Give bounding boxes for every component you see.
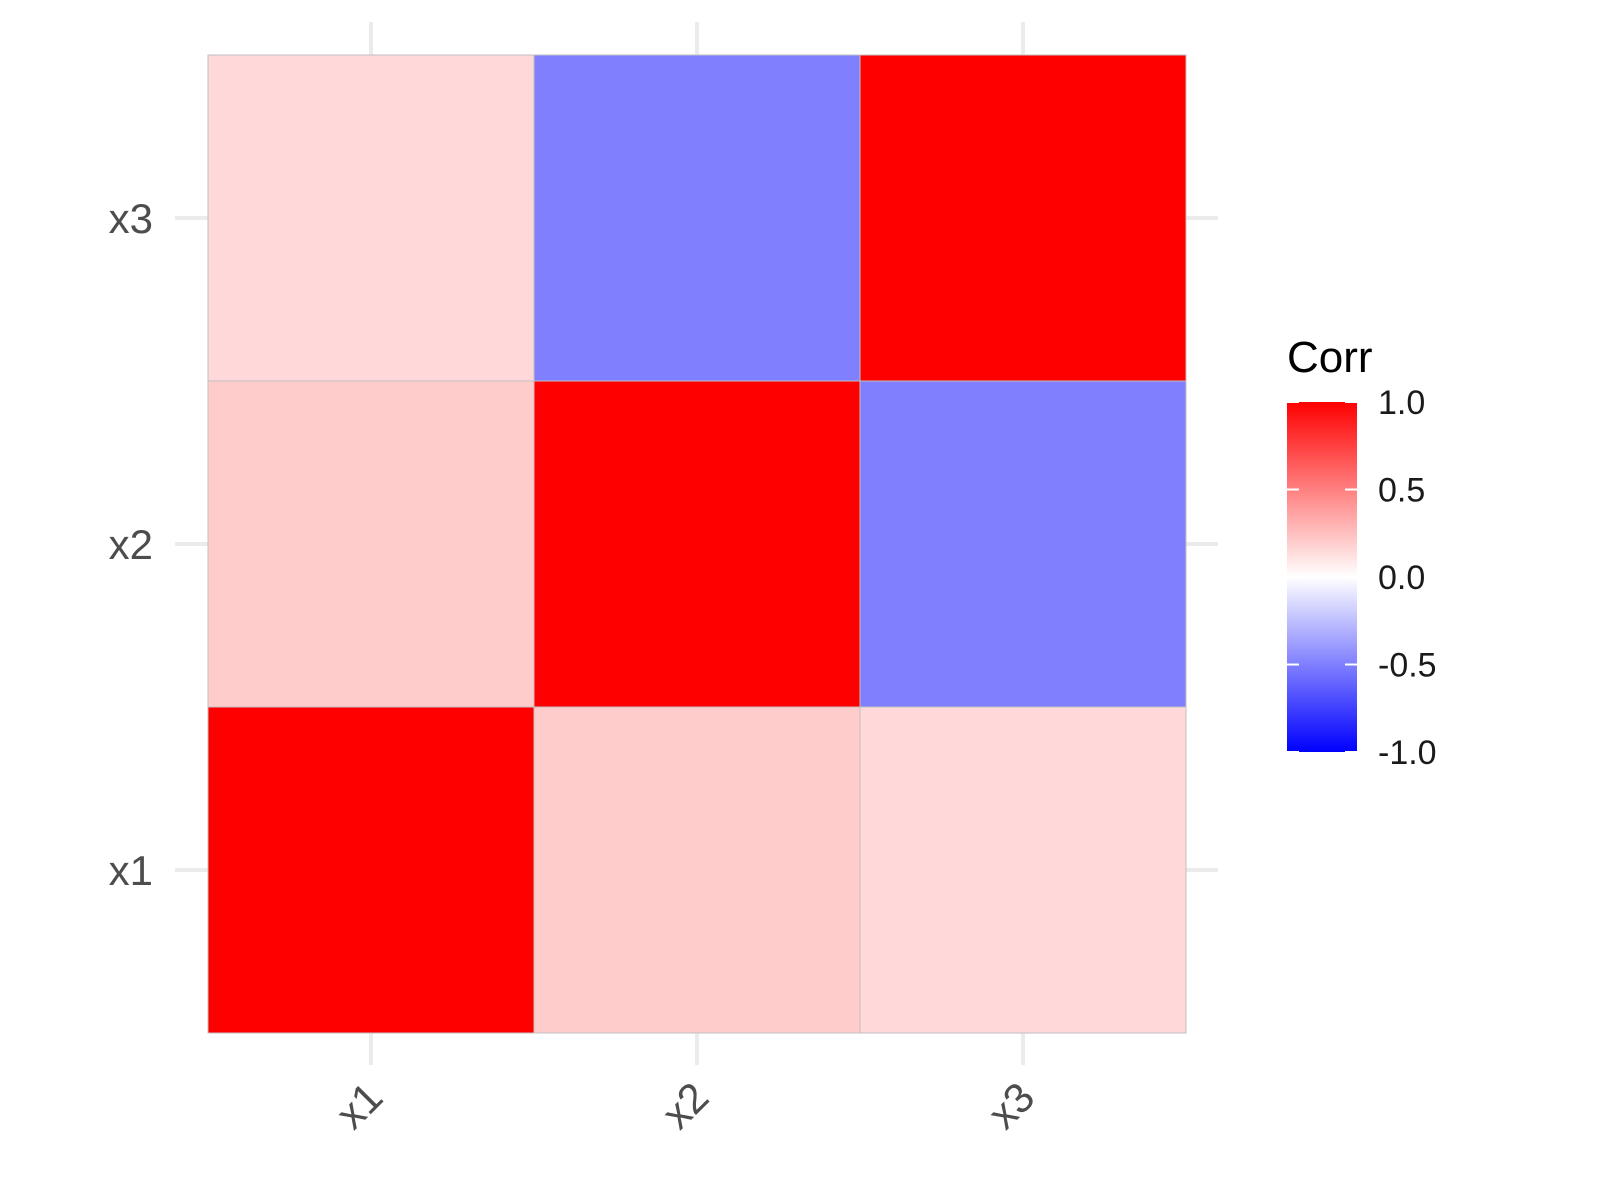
cell-x3-x3 <box>859 54 1187 382</box>
legend: Corr 1.0 0.5 0.0 -0.5 -1.0 <box>1287 333 1437 772</box>
y-tick-label-x3: x3 <box>109 195 153 242</box>
cell-x2-x3 <box>533 54 861 382</box>
y-tick-label-x2: x2 <box>109 521 153 568</box>
y-axis-ticks: x1 x2 x3 <box>109 195 153 894</box>
cell-x1-x2 <box>207 380 535 708</box>
cell-x2-x1 <box>533 706 861 1034</box>
cell-x3-x2 <box>859 380 1187 708</box>
legend-tick-label-4: -1.0 <box>1378 734 1437 772</box>
x-tick-label-x3: x3 <box>979 1073 1044 1138</box>
cell-x3-x1 <box>859 706 1187 1034</box>
x-tick-label-x1: x1 <box>327 1073 392 1138</box>
legend-tick-label-2: 0.0 <box>1378 559 1425 597</box>
cell-x1-x1 <box>207 706 535 1034</box>
cell-x1-x3 <box>207 54 535 382</box>
y-tick-label-x1: x1 <box>109 847 153 894</box>
cell-x2-x2 <box>533 380 861 708</box>
legend-tick-label-3: -0.5 <box>1378 647 1437 685</box>
heatmap-cells <box>207 54 1187 1034</box>
legend-title: Corr <box>1287 333 1373 382</box>
x-tick-label-x2: x2 <box>653 1073 718 1138</box>
x-axis-ticks: x1 x2 x3 <box>327 1073 1044 1138</box>
legend-tick-label-0: 1.0 <box>1378 384 1425 422</box>
legend-tick-label-1: 0.5 <box>1378 472 1425 510</box>
